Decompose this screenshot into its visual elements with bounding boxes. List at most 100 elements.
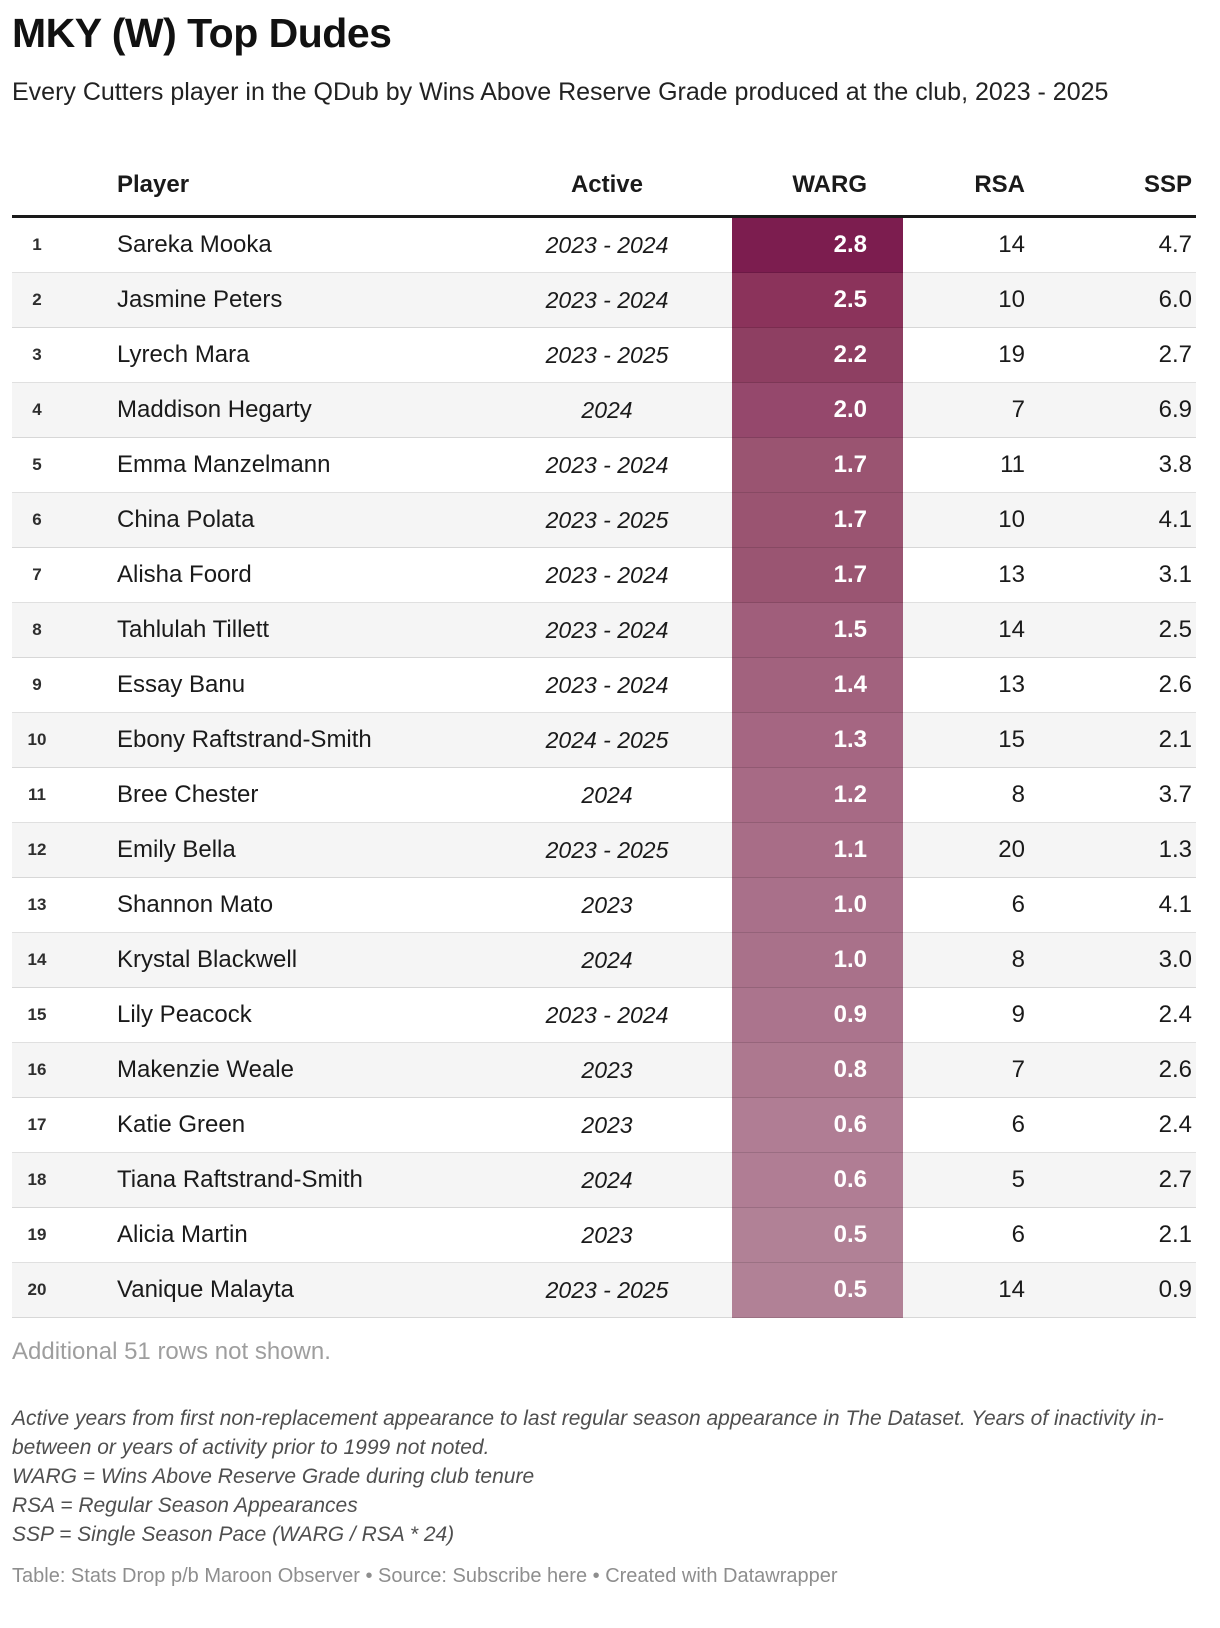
player-name: Lily Peacock	[62, 987, 482, 1043]
page-title: MKY (W) Top Dudes	[12, 10, 392, 56]
stats-table: Player Active WARG RSA SSP 1 Sareka Mooka…	[12, 153, 1196, 1319]
rank-number: 19	[12, 1207, 62, 1263]
rank-number: 1	[32, 235, 42, 255]
rsa-value: 6	[903, 1097, 1031, 1153]
active-years: 2023 - 2025	[482, 822, 732, 878]
header-active: Active	[482, 153, 732, 219]
table-row: 6 China Polata 2023 - 2025 1.7 10 4.1	[12, 492, 1196, 548]
player-name: Lyrech Mara	[62, 327, 482, 383]
rsa-value: 14	[903, 602, 1031, 658]
active-years: 2023	[482, 1097, 732, 1153]
player-name: Makenzie Weale	[62, 1042, 482, 1098]
attribution-line: Table: Stats Drop p/b Maroon Observer • …	[12, 1565, 1208, 1588]
rank-number: 12	[12, 822, 62, 878]
player-name: Katie Green	[62, 1097, 482, 1153]
header-warg: WARG	[732, 153, 903, 219]
active-years: 2023 - 2025	[482, 1262, 732, 1319]
rank-number: 18	[12, 1152, 62, 1208]
rsa-value: 9	[903, 987, 1031, 1043]
source-link[interactable]: Subscribe here	[452, 1565, 588, 1588]
rsa-value: 13	[903, 547, 1031, 603]
footnote-active-years: Active years from first non-replacement …	[12, 1407, 1164, 1460]
ssp-value: 0.9	[1031, 1262, 1196, 1319]
warg-value: 1.7	[732, 437, 903, 493]
rsa-value: 10	[903, 492, 1031, 548]
player-name: Ebony Raftstrand-Smith	[62, 712, 482, 768]
additional-rows-note: Additional 51 rows not shown.	[12, 1338, 331, 1366]
rank-number: 2	[12, 272, 62, 328]
ssp-value: 3.0	[1031, 932, 1196, 988]
footnote-rsa: RSA = Regular Season Appearances	[12, 1494, 358, 1518]
active-years: 2024	[482, 767, 732, 823]
ssp-value: 2.6	[1031, 657, 1196, 713]
rsa-value: 19	[903, 327, 1031, 383]
table-row: 9 Essay Banu 2023 - 2024 1.4 13 2.6	[12, 657, 1196, 713]
active-years: 2023	[482, 877, 732, 933]
rank-number: 10	[12, 712, 62, 768]
warg-value: 1.1	[732, 822, 903, 878]
rank-number: 20	[12, 1262, 62, 1319]
table-row: 1 Sareka Mooka 2023 - 2024 2.8 14 4.7	[12, 216, 1196, 273]
active-years: 2024 - 2025	[482, 712, 732, 768]
active-years: 2023 - 2024	[482, 547, 732, 603]
warg-value: 1.0	[732, 932, 903, 988]
table-body: 1 Sareka Mooka 2023 - 2024 2.8 14 4.7 2 Jasmine…	[12, 216, 1196, 1319]
ssp-value: 2.7	[1031, 327, 1196, 383]
warg-value: 1.5	[732, 602, 903, 658]
table-row: 7 Alisha Foord 2023 - 2024 1.7 13 3.1	[12, 547, 1196, 603]
rsa-value: 6	[903, 1207, 1031, 1263]
ssp-value: 2.4	[1031, 1097, 1196, 1153]
warg-value: 0.9	[732, 987, 903, 1043]
player-name: Bree Chester	[62, 767, 482, 823]
table-row: 17 Katie Green 2023 0.6 6 2.4	[12, 1097, 1196, 1153]
ssp-value: 1.3	[1031, 822, 1196, 878]
rsa-value: 10	[903, 272, 1031, 328]
rank-number: 8	[12, 602, 62, 658]
warg-value: 1.7	[732, 492, 903, 548]
ssp-value: 6.0	[1031, 272, 1196, 328]
rank-number: 6	[12, 492, 62, 548]
active-years: 2024	[482, 1152, 732, 1208]
header-rsa: RSA	[903, 153, 1031, 219]
ssp-value: 2.1	[1031, 712, 1196, 768]
rsa-value: 11	[903, 437, 1031, 493]
table-row: 12 Emily Bella 2023 - 2025 1.1 20 1.3	[12, 822, 1196, 878]
table-row: 11 Bree Chester 2024 1.2 8 3.7	[12, 767, 1196, 823]
table-row: 8 Tahlulah Tillett 2023 - 2024 1.5 14 2.5	[12, 602, 1196, 658]
warg-value: 0.6	[732, 1097, 903, 1153]
rsa-value: 5	[903, 1152, 1031, 1208]
warg-value: 1.3	[732, 712, 903, 768]
ssp-value: 4.7	[1158, 231, 1192, 259]
warg-value: 2.2	[732, 327, 903, 383]
table-row: 14 Krystal Blackwell 2024 1.0 8 3.0	[12, 932, 1196, 988]
rsa-value: 20	[903, 822, 1031, 878]
rank-number: 11	[12, 767, 62, 823]
ssp-value: 2.7	[1031, 1152, 1196, 1208]
player-name: Alicia Martin	[62, 1207, 482, 1263]
ssp-value: 2.5	[1031, 602, 1196, 658]
rank-number: 17	[12, 1097, 62, 1153]
active-years: 2023 - 2024	[482, 987, 732, 1043]
active-years: 2023 - 2024	[482, 272, 732, 328]
page-subtitle: Every Cutters player in the QDub by Wins…	[12, 78, 1109, 107]
ssp-value: 2.6	[1031, 1042, 1196, 1098]
active-years: 2023	[482, 1042, 732, 1098]
table-row: 19 Alicia Martin 2023 0.5 6 2.1	[12, 1207, 1196, 1263]
player-name: Tiana Raftstrand-Smith	[62, 1152, 482, 1208]
ssp-value: 6.9	[1031, 382, 1196, 438]
active-years: 2023 - 2024	[482, 657, 732, 713]
rank-number: 15	[12, 987, 62, 1043]
rsa-value: 7	[903, 382, 1031, 438]
header-player: Player	[62, 153, 482, 219]
footnote-ssp: SSP = Single Season Pace (WARG / RSA * 2…	[12, 1523, 455, 1547]
rsa-value: 8	[903, 767, 1031, 823]
active-years: 2024	[482, 382, 732, 438]
active-years: 2023 - 2025	[482, 327, 732, 383]
active-years: 2023	[482, 1207, 732, 1263]
table-row: 5 Emma Manzelmann 2023 - 2024 1.7 11 3.8	[12, 437, 1196, 493]
warg-value: 1.7	[732, 547, 903, 603]
ssp-value: 3.1	[1031, 547, 1196, 603]
rank-number: 3	[12, 327, 62, 383]
warg-value: 2.8	[732, 216, 903, 273]
